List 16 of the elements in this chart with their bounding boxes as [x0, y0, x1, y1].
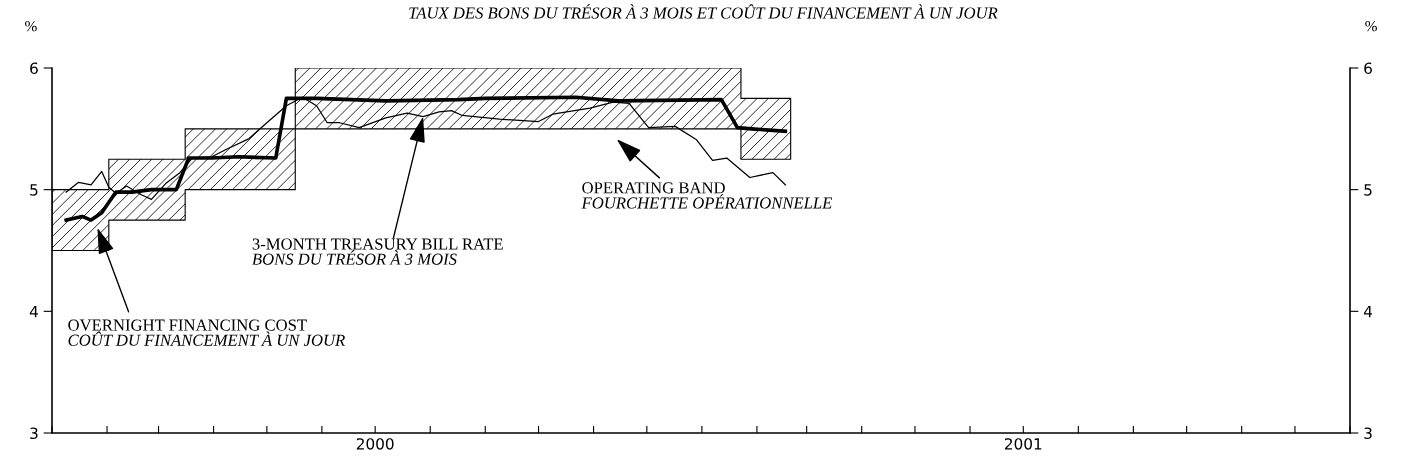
annotation: 3-MONTH TREASURY BILL RATE BONS DU TRÉSOR À 3 MOIS — [252, 238, 503, 265]
annotation: OPERATING BAND FOURCHETTE OPÉRATIONNELLE — [581, 182, 833, 209]
y2-tick-label: 5 — [1364, 184, 1372, 196]
y-tick-label: 6 — [30, 62, 38, 75]
y2-tick-label: 3 — [1364, 427, 1372, 440]
y-tick-label: 4 — [29, 306, 38, 318]
x-tick-label: 2000 — [356, 438, 394, 450]
y2-axis-title: % — [1365, 21, 1377, 32]
chart-title: TAUX DES BONS DU TRÉSOR À 3 MOIS ET COÛT DU FINANCEMENT À UN JOUR — [409, 4, 998, 19]
y-tick-label: 3 — [30, 427, 38, 440]
y2-tick-label: 6 — [1364, 62, 1372, 75]
y-axis-title: % — [25, 21, 37, 32]
y-tick-label: 5 — [30, 184, 38, 196]
y2-tick-label: 4 — [1363, 306, 1373, 318]
x-tick-label: 2001 — [1004, 438, 1042, 450]
annotation: OVERNIGHT FINANCING COST COÛT DU FINANCEMENT À UN JOUR — [68, 319, 345, 346]
